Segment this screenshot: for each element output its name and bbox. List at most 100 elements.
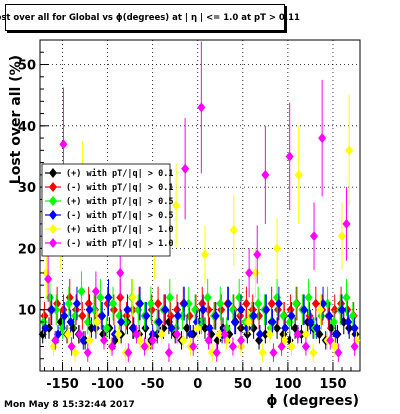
data-point [310,202,319,270]
legend-label: (+) with pT/|q| > 1.0 [66,224,173,235]
data-point [98,302,107,330]
data-point [292,286,300,321]
legend-label: (+) with pT/|q| > 0.1 [66,168,173,179]
data-point [165,279,174,316]
data-point [237,294,246,326]
legend-label: (-) with pT/|q| > 1.0 [66,238,173,249]
data-point [87,317,96,339]
data-point [216,286,225,321]
axes: -150 -100 -50 0 50 100 150 10 20 30 40 50 [18,51,361,392]
data-point [72,294,81,326]
data-point [179,331,188,350]
data-point [318,79,327,197]
data-point [300,294,309,326]
legend: (+) with pT/|q| > 0.1 (-) with pT/|q| > 0… [41,163,173,257]
y-tick-label: 30 [18,181,36,196]
data-point [294,125,303,224]
data-point [337,286,346,321]
legend-entry: (+) with pT/|q| > 0.5 [45,196,173,207]
y-tick-label: 50 [18,59,36,74]
data-point [329,309,338,335]
data-point [85,294,94,326]
data-point [100,331,108,350]
data-point [154,309,163,335]
data-point [267,286,276,321]
data-point [197,41,206,174]
data-point [316,294,325,326]
data-point [164,343,173,362]
legend-entry: (-) with pT/|q| > 0.1 [45,182,173,193]
data-point [51,331,60,350]
data-point [140,337,149,356]
data-point [345,95,354,206]
data-point [304,279,313,316]
data-point [182,317,191,339]
data-point [350,337,359,356]
data-point [78,302,87,330]
data-point [64,286,73,321]
data-point [293,325,302,344]
data-point [85,331,94,350]
y-tick-label: 20 [18,242,36,257]
data-point [102,317,111,339]
data-point [212,343,221,362]
data-point [114,325,123,344]
data-point [180,286,189,321]
x-tick-label: 100 [274,377,301,392]
data-point [65,279,74,316]
data-point [173,302,182,330]
data-point [161,294,170,326]
data-point [312,317,321,339]
data-point [249,302,258,330]
data-point [103,286,112,321]
x-tick-label: -50 [141,377,165,392]
timestamp: Mon May 8 15:32:44 2017 [4,400,135,410]
data-point [154,286,163,321]
chart-title: Lost over all for Global vs ϕ(degrees) a… [0,12,300,23]
data-point [67,337,76,356]
title-box: Lost over all for Global vs ϕ(degrees) a… [0,4,300,31]
data-point [108,337,117,356]
data-point [60,302,69,330]
data-point [91,271,100,312]
x-tick-label: 50 [234,377,252,392]
data-point [208,343,217,362]
data-point [311,286,320,321]
data-point [109,294,118,326]
data-point [254,286,263,321]
legend-entry: (+) with pT/|q| > 0.1 [45,168,173,179]
data-point [199,294,208,326]
data-point [83,343,92,362]
data-point [59,294,68,326]
legend-label: (+) with pT/|q| > 0.5 [66,196,173,207]
data-point [269,343,278,362]
data-point [229,194,238,266]
data-point [142,302,151,330]
data-point [96,279,105,316]
data-point [148,331,157,350]
data-point [203,279,212,316]
data-point [277,337,286,356]
data-point [281,317,290,339]
data-point [47,294,56,326]
data-point [198,286,207,321]
data-point [244,309,253,335]
data-point [273,317,282,339]
data-point [228,337,237,356]
data-point [200,317,209,339]
data-point [309,343,318,362]
data-point [217,294,226,326]
data-point [53,286,62,321]
data-point [265,325,274,344]
data-point [220,325,229,344]
data-point [204,331,213,350]
data-point [172,164,181,247]
x-axis-title: ϕ (degrees) [266,393,359,409]
data-point [84,286,93,321]
data-point [117,309,126,335]
legend-box [41,163,171,257]
data-point [123,294,132,326]
legend-entry: (+) with pT/|q| > 1.0 [45,224,173,235]
data-point [211,302,220,330]
